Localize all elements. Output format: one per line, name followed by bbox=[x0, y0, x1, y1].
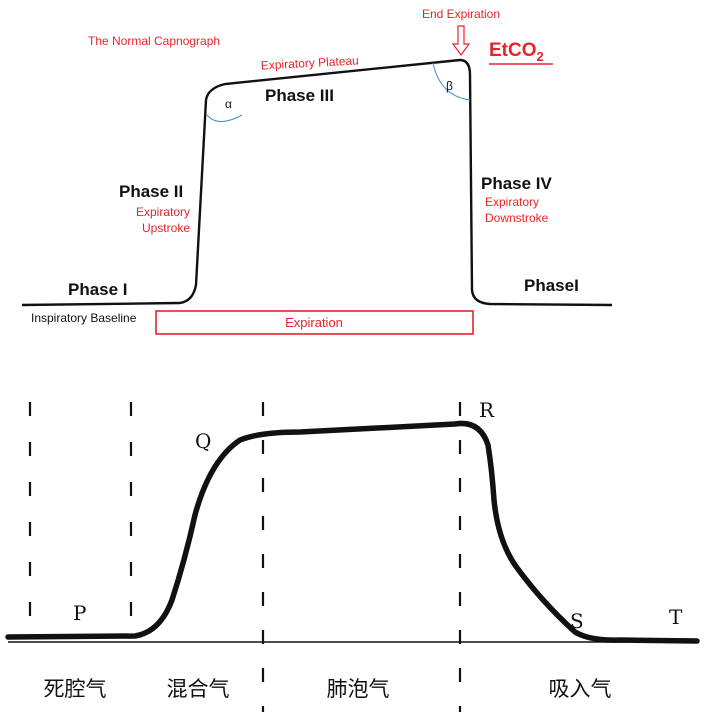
point-q-label: Q bbox=[195, 429, 211, 453]
phase-2-label: Phase II bbox=[119, 182, 183, 201]
point-p-label: P bbox=[73, 601, 86, 625]
point-t-label: T bbox=[669, 605, 683, 629]
inspiratory-baseline-label: Inspiratory Baseline bbox=[31, 311, 137, 325]
phase-3-label: Phase III bbox=[265, 86, 334, 105]
upstroke-label-line2: Upstroke bbox=[142, 221, 190, 235]
alpha-angle-arc bbox=[206, 114, 243, 122]
diagram-title: The Normal Capnograph bbox=[88, 34, 220, 48]
point-s-label: S bbox=[570, 609, 584, 633]
expiration-box bbox=[155, 310, 474, 335]
phase-4-label: Phase IV bbox=[481, 174, 553, 193]
capnograph-waveform bbox=[21, 58, 613, 307]
downstroke-label-line2: Downstroke bbox=[485, 211, 549, 225]
etco2-label: EtCO2 bbox=[489, 40, 553, 65]
beta-symbol: β bbox=[446, 79, 453, 93]
segment-label-dead-space: 死腔气 bbox=[44, 678, 107, 701]
plateau-label: Expiratory Plateau bbox=[260, 53, 359, 72]
upstroke-label-line1: Expiratory bbox=[136, 205, 190, 219]
segment-label-alveolar: 肺泡气 bbox=[327, 678, 390, 701]
segment-label-mixed: 混合气 bbox=[167, 678, 230, 701]
normal-capnograph-diagram: The Normal Capnograph α β Expiratory Pla… bbox=[21, 7, 613, 335]
svg-text:EtCO2: EtCO2 bbox=[489, 40, 544, 64]
alpha-symbol: α bbox=[225, 97, 232, 111]
segment-label-inspired: 吸入气 bbox=[549, 678, 612, 701]
end-expiration-label: End Expiration bbox=[422, 7, 500, 21]
phase-1-right-label: PhaseI bbox=[524, 276, 579, 295]
phase-1-left-label: Phase I bbox=[68, 280, 128, 299]
expiration-label: Expiration bbox=[285, 315, 343, 330]
downstroke-label-line1: Expiratory bbox=[485, 195, 539, 209]
point-r-label: R bbox=[479, 398, 495, 422]
beta-angle-arc bbox=[432, 62, 471, 101]
end-expiration-arrow-icon bbox=[451, 25, 471, 57]
chinese-capnogram-waveform bbox=[5, 420, 700, 644]
chinese-capnogram-diagram: P Q R S T 死腔气 混合气 肺泡气 吸入气 bbox=[5, 398, 700, 712]
